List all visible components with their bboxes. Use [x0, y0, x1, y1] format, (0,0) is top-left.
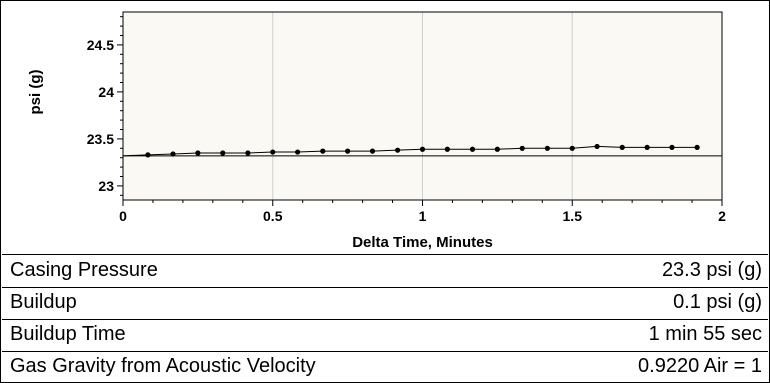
data-point [320, 148, 326, 154]
data-point [195, 150, 201, 156]
data-point [369, 148, 376, 154]
data-point [569, 145, 575, 151]
data-point [245, 150, 251, 156]
summary-row-casing-pressure: Casing Pressure 23.3 psi (g) [2, 255, 768, 288]
data-point [170, 151, 176, 157]
data-point [419, 146, 426, 152]
data-point [694, 144, 700, 150]
data-point [669, 144, 675, 150]
y-tick-label: 23 [98, 178, 114, 194]
gas-gravity-value: 0.9220 Air = 1 [638, 355, 762, 377]
summary-row-buildup: Buildup 0.1 psi (g) [2, 287, 768, 320]
x-tick-label: 1.5 [563, 208, 583, 224]
data-point [494, 146, 500, 152]
data-point [444, 146, 450, 152]
chart-svg: 23 23.5 24 24.5 0 0.5 1 1.5 2 Delta Time, Minutes… [27, 11, 726, 251]
buildup-time-label: Buildup Time [10, 323, 126, 345]
data-point [220, 150, 226, 156]
summary-row-buildup-time: Buildup Time 1 min 55 sec [2, 319, 768, 352]
casing-pressure-label: Casing Pressure [10, 259, 158, 281]
buildup-time-value: 1 min 55 sec [648, 323, 762, 345]
pressure-buildup-chart: 23 23.5 24 24.5 0 0.5 1 1.5 2 Delta Time, Minutes… [2, 2, 768, 254]
summary-table: Casing Pressure 23.3 psi (g) Buildup 0.1… [2, 254, 768, 383]
data-point [544, 145, 550, 151]
data-point [644, 144, 650, 150]
y-tick-label: 23.5 [87, 131, 114, 147]
x-axis-label: Delta Time, Minutes [352, 234, 493, 251]
data-point [395, 147, 401, 153]
y-tick-label: 24 [98, 84, 114, 100]
data-point [145, 152, 151, 158]
x-tick-label: 0.5 [263, 208, 283, 224]
y-tick-label: 24.5 [87, 37, 114, 53]
buildup-label: Buildup [10, 291, 77, 313]
data-point [469, 146, 476, 152]
data-point [345, 148, 351, 154]
x-tick-label: 1 [419, 208, 427, 224]
y-axis-label: psi (g) [27, 70, 44, 115]
buildup-value: 0.1 psi (g) [673, 291, 762, 313]
gas-gravity-label: Gas Gravity from Acoustic Velocity [10, 355, 316, 377]
x-tick-label: 0 [119, 208, 127, 224]
x-tick-label: 2 [718, 208, 726, 224]
series-line [122, 145, 698, 157]
data-point [594, 143, 600, 150]
data-point [270, 149, 276, 155]
summary-row-gas-gravity: Gas Gravity from Acoustic Velocity 0.922… [2, 351, 768, 383]
data-point [519, 145, 525, 151]
casing-pressure-value: 23.3 psi (g) [661, 259, 762, 281]
data-point [619, 144, 625, 150]
data-point [295, 149, 301, 155]
